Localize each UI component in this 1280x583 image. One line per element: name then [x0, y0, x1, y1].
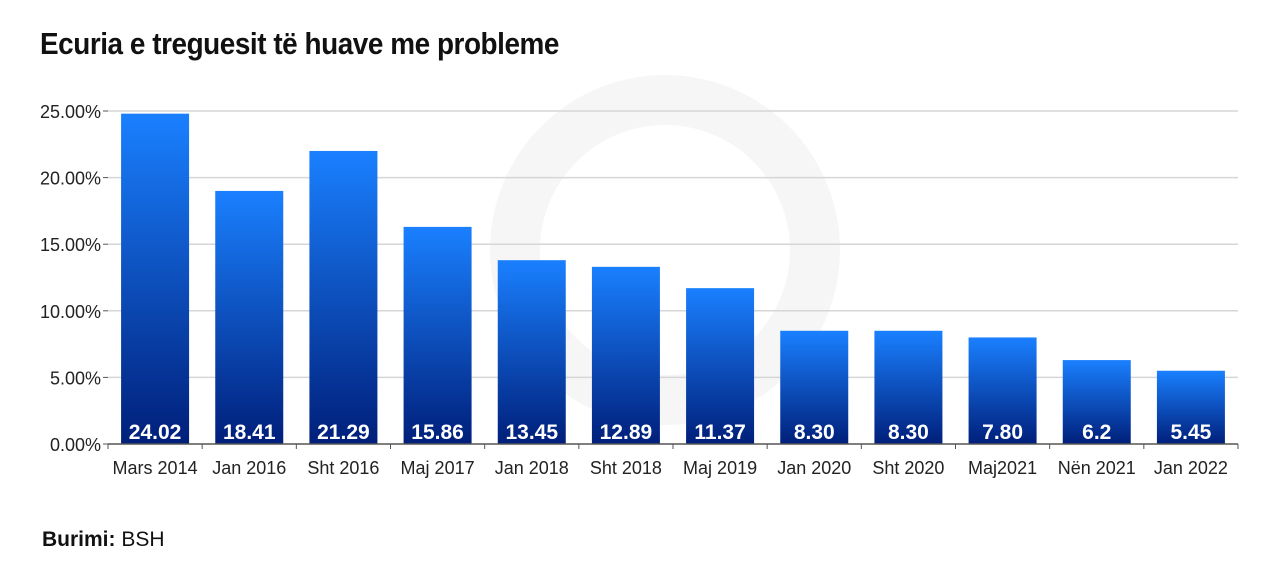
bar — [780, 330, 849, 444]
x-category-label: Sht 2020 — [872, 458, 944, 478]
bar — [403, 226, 472, 444]
x-category-label: Sht 2018 — [590, 458, 662, 478]
bar — [215, 190, 284, 444]
bar — [497, 260, 566, 444]
data-label: 15.86 — [411, 421, 464, 444]
x-category-label: Nën 2021 — [1058, 458, 1136, 478]
x-category-label: Jan 2020 — [777, 458, 851, 478]
y-axis-ticks: 0.00% 5.00% 10.00% 15.00% 20.00% 25.00% — [40, 102, 108, 455]
data-label: 6.2 — [1082, 421, 1111, 444]
data-label: 21.29 — [317, 421, 370, 444]
x-category-label: Maj2021 — [968, 458, 1037, 478]
bar-chart: 24.02 18.41 21.29 15.86 13.45 12.89 11.37 8.30 8… — [39, 75, 1239, 478]
data-label: 24.02 — [129, 421, 182, 444]
y-tick-label: 25.00% — [40, 102, 101, 122]
x-axis-categories: Mars 2014 Jan 2016 Sht 2016 Maj 2017 Jan 201… — [107, 444, 1239, 478]
source-value: BSH — [121, 528, 165, 551]
data-labels: 24.02 18.41 21.29 15.86 13.45 12.89 11.37 8.30 8… — [129, 421, 1212, 444]
y-tick-label: 20.00% — [40, 169, 101, 189]
chart-title: Ecuria e treguesit të huave me probleme — [40, 26, 559, 61]
bar — [1156, 370, 1225, 444]
x-category-label: Sht 2016 — [307, 458, 379, 478]
bar — [591, 266, 660, 444]
data-label: 8.30 — [888, 421, 929, 444]
bar — [874, 330, 943, 444]
bar — [1062, 360, 1131, 444]
source-note: Burimi: BSH — [42, 528, 165, 552]
x-category-label: Mars 2014 — [113, 458, 198, 478]
data-label: 12.89 — [600, 421, 653, 444]
bar — [686, 288, 755, 444]
y-tick-label: 15.00% — [40, 235, 101, 255]
grid-lines — [108, 110, 1238, 379]
bar — [968, 337, 1037, 444]
source-label: Burimi: — [42, 528, 116, 551]
x-category-label: Maj 2017 — [401, 458, 475, 478]
data-label: 8.30 — [794, 421, 835, 444]
x-category-label: Jan 2016 — [212, 458, 286, 478]
x-category-label: Maj 2019 — [683, 458, 757, 478]
x-category-label: Jan 2018 — [495, 458, 569, 478]
data-label: 11.37 — [694, 421, 745, 444]
bars — [121, 113, 1225, 444]
watermark-logo — [490, 75, 840, 425]
data-label: 7.80 — [982, 421, 1023, 444]
data-label: 5.45 — [1170, 421, 1211, 444]
y-tick-label: 5.00% — [50, 368, 101, 388]
y-tick-label: 0.00% — [50, 435, 101, 455]
x-category-label: Jan 2022 — [1154, 458, 1228, 478]
bar — [121, 113, 190, 444]
data-label: 13.45 — [505, 421, 558, 444]
bar — [309, 150, 378, 444]
y-tick-label: 10.00% — [40, 302, 101, 322]
data-label: 18.41 — [223, 421, 276, 444]
